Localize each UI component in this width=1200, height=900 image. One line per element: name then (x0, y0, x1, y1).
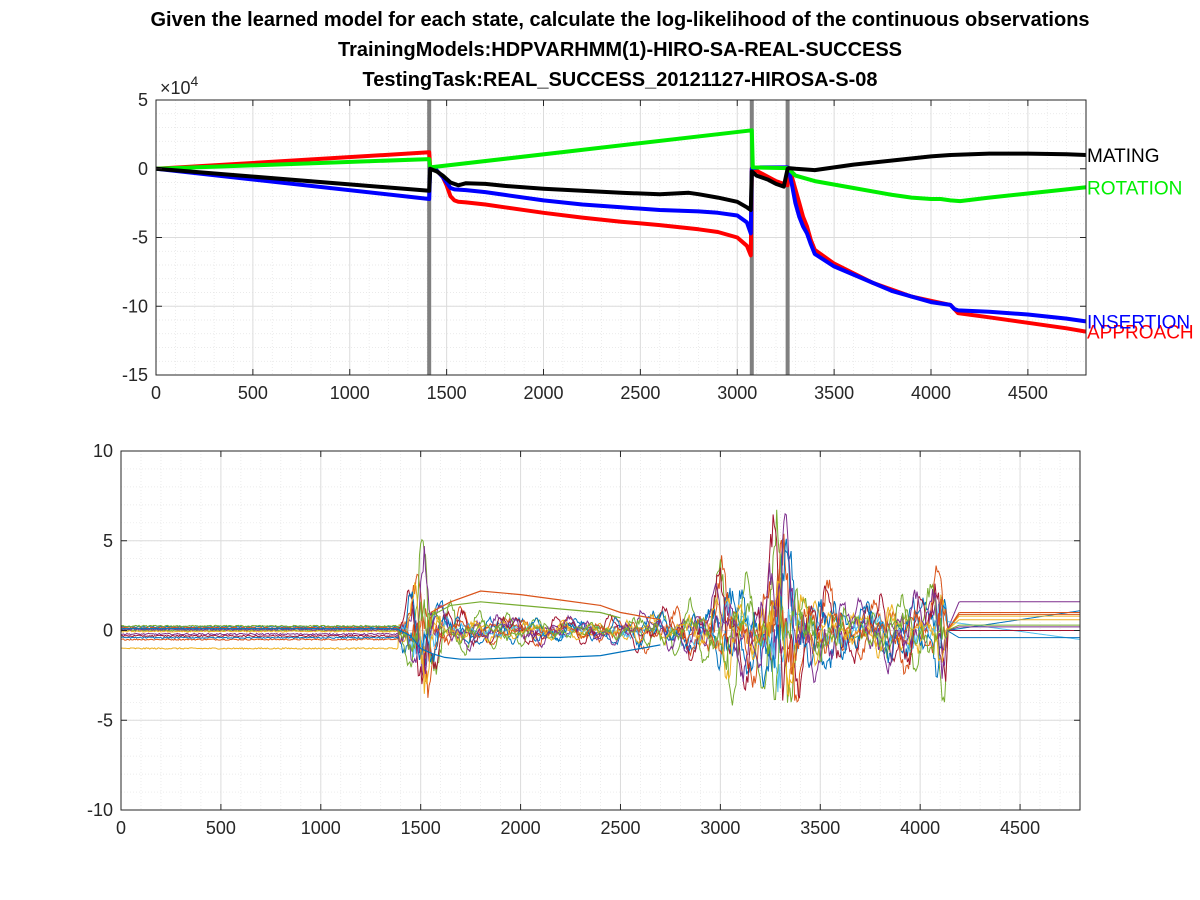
series-label-approach: APPROACH (1087, 323, 1194, 344)
series-line-rotation (156, 128, 1086, 204)
y-tick-label: -15 (122, 365, 148, 385)
y-exponent-base: ×10 (160, 78, 191, 98)
series-line-mating (156, 151, 1086, 212)
series-label-rotation: ROTATION (1087, 178, 1182, 199)
figure-title-line-3: TestingTask:REAL_SUCCESS_20121127-HIROSA… (362, 69, 878, 91)
x-tick-label: 500 (206, 818, 236, 838)
x-tick-label: 4500 (1000, 818, 1040, 838)
x-tick-label: 0 (151, 383, 161, 403)
y-exponent-power: 4 (191, 73, 199, 89)
observation-trace-slow (430, 601, 621, 619)
loglikelihood-axes: 0 500 1000 1500 2000 2500 3000 3500 4000 4500 -15 -… (122, 73, 1194, 403)
x-tick-label: 2000 (501, 818, 541, 838)
y-exponent-label: ×104 (160, 73, 199, 98)
x-tick-label: 1000 (301, 818, 341, 838)
y-tick-label: -5 (97, 710, 113, 730)
series-label-mating: MATING (1087, 146, 1159, 167)
plot-lines (156, 100, 1086, 375)
x-tick-label: 3500 (814, 383, 854, 403)
observations-axes: 0 500 1000 1500 2000 2500 3000 3500 4000 4500 -10 -… (87, 441, 1081, 838)
y-tick-label: 0 (103, 621, 113, 641)
y-tick-label: 5 (138, 90, 148, 110)
y-tick-label: 5 (103, 531, 113, 551)
observation-trace-slow (430, 590, 661, 621)
x-tick-label: 500 (238, 383, 268, 403)
y-tick-label: 0 (138, 159, 148, 179)
plot-lines (121, 509, 1080, 706)
observation-trace-slow (121, 628, 661, 660)
observation-trace (121, 512, 1080, 684)
x-tick-label: 2500 (620, 383, 660, 403)
figure-title-line-1: Given the learned model for each state, … (150, 9, 1090, 31)
y-tick-label: -5 (132, 228, 148, 248)
x-tick-label: 1000 (330, 383, 370, 403)
observation-trace (121, 514, 1080, 701)
x-tick-label: 4000 (900, 818, 940, 838)
observation-trace (121, 580, 1080, 697)
x-tick-label: 1500 (401, 818, 441, 838)
x-tick-label: 3500 (800, 818, 840, 838)
x-tick-label: 4500 (1008, 383, 1048, 403)
observation-trace (121, 587, 1080, 701)
observation-trace (121, 569, 1080, 692)
x-tick-label: 0 (116, 818, 126, 838)
x-tick-label: 3000 (700, 818, 740, 838)
x-tick-label: 4000 (911, 383, 951, 403)
figure-title-line-2: TrainingModels:HDPVARHMM(1)-HIRO-SA-REAL… (337, 39, 903, 61)
x-tick-label: 2500 (600, 818, 640, 838)
x-tick-label: 2000 (523, 383, 563, 403)
y-tick-label: -10 (87, 800, 113, 820)
y-tick-label: 10 (93, 441, 113, 461)
series-label-insertion: INSERTION (1087, 312, 1190, 333)
x-tick-label: 1500 (427, 383, 467, 403)
x-tick-label: 3000 (717, 383, 757, 403)
y-tick-label: -10 (122, 296, 148, 316)
